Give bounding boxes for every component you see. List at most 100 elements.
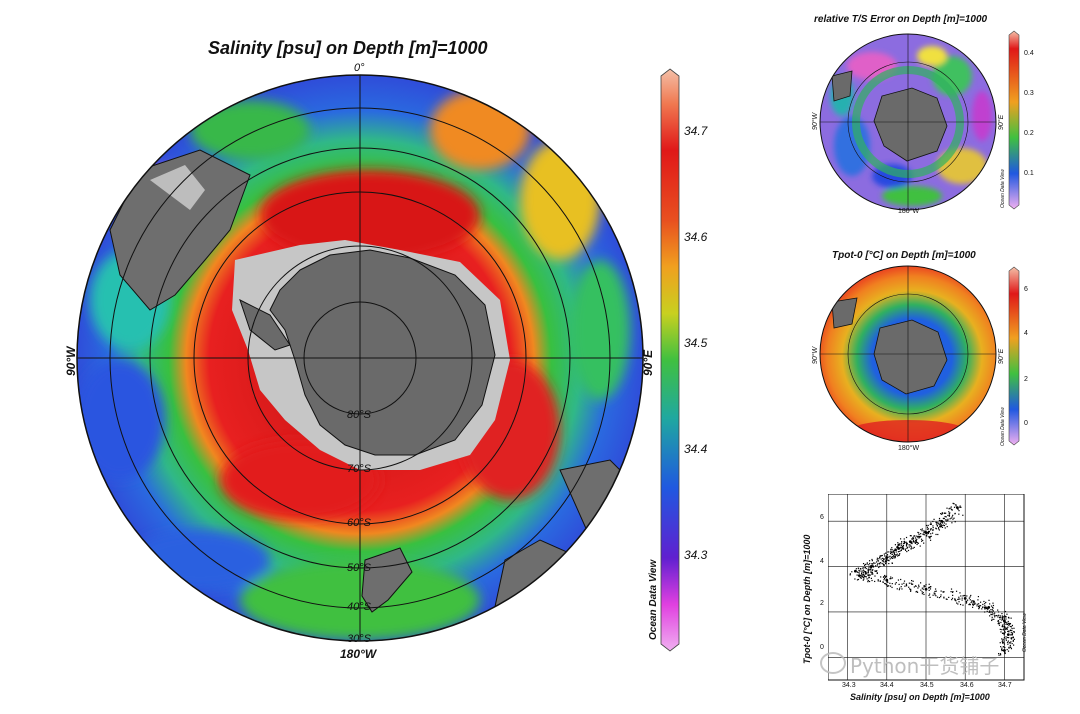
- scatter-point: [1001, 618, 1004, 620]
- scatter-point: [984, 605, 986, 607]
- scatter-point: [863, 567, 865, 569]
- scatter-point: [923, 534, 925, 536]
- scatter-point: [916, 542, 918, 544]
- scatter-point: [938, 529, 941, 531]
- scatter-point: [889, 555, 891, 557]
- scatter-point: [1005, 618, 1007, 620]
- scatter-point: [898, 554, 900, 556]
- scatter-point: [927, 531, 929, 533]
- scatter-point: [869, 574, 871, 576]
- scatter-point: [872, 569, 874, 571]
- scatter-point: [992, 610, 994, 612]
- scatter-point: [1002, 638, 1004, 640]
- scatter-point: [1013, 627, 1015, 629]
- scatter-point: [863, 570, 865, 572]
- scatter-point: [1009, 629, 1012, 631]
- scatter-point: [991, 619, 993, 622]
- scatter-point: [893, 555, 895, 558]
- scatter-point: [983, 600, 985, 603]
- scatter-point: [969, 603, 971, 605]
- scatter-point: [903, 582, 905, 584]
- scatter-point: [876, 564, 878, 566]
- scatter-point: [943, 597, 945, 599]
- scatter-point-cold: [854, 569, 857, 573]
- scatter-point: [1002, 646, 1004, 648]
- scatter-point: [927, 528, 930, 530]
- scatter-point: [948, 515, 950, 517]
- scatter-point: [871, 560, 873, 562]
- scatter-point: [998, 652, 1000, 655]
- scatter-point: [1008, 647, 1010, 649]
- scatter-point: [967, 599, 969, 601]
- scatter-point: [857, 571, 859, 573]
- scatter-point: [930, 522, 932, 524]
- south-america-land: [109, 149, 251, 311]
- scatter-point: [896, 553, 898, 555]
- scatter-point: [941, 522, 943, 524]
- scatter-point: [976, 605, 978, 607]
- scatter-point: [1008, 624, 1010, 626]
- scatter-point: [915, 591, 917, 593]
- scatter-point: [941, 513, 943, 515]
- tpot-title: Tpot-0 [°C] on Depth [m]=1000: [832, 250, 976, 261]
- scatter-point: [886, 554, 889, 556]
- scatter-point: [862, 569, 864, 571]
- scatter-point: [869, 562, 871, 565]
- scatter-point: [970, 594, 972, 597]
- scatter-point: [898, 543, 900, 545]
- scatter-point: [921, 587, 923, 589]
- scatter-point: [1001, 649, 1003, 652]
- scatter-point: [951, 522, 953, 524]
- scatter-point: [939, 519, 941, 522]
- scatter-point: [880, 576, 882, 578]
- scatter-point: [999, 653, 1002, 655]
- scatter-point: [928, 530, 931, 533]
- scatter-point: [920, 540, 923, 542]
- scatter-point: [948, 513, 950, 515]
- scatter-point: [1001, 615, 1003, 617]
- scatter-point: [891, 551, 893, 553]
- main-map-title: Salinity [psu] on Depth [m]=1000: [208, 38, 488, 58]
- scatter-point: [1001, 648, 1003, 651]
- scatter-point: [1005, 616, 1007, 618]
- scatter-point: [861, 574, 864, 576]
- scatter-point: [1003, 637, 1006, 639]
- scatter-point: [961, 597, 963, 599]
- scatter-point: [944, 515, 946, 518]
- scatter-point: [987, 608, 989, 610]
- scatter-point: [1001, 624, 1004, 626]
- scatter-point: [998, 622, 1000, 625]
- scatter-point: [897, 545, 899, 547]
- scatter-point: [1008, 637, 1010, 639]
- scatter-point: [928, 583, 930, 585]
- scatter-point: [911, 538, 913, 540]
- scatter-point: [982, 606, 984, 608]
- scatter-point: [882, 563, 885, 565]
- scatter-point: [943, 522, 945, 524]
- scatter-point: [997, 611, 1000, 613]
- scatter-point: [891, 562, 894, 564]
- scatter-point: [988, 599, 990, 601]
- tpot-lon-left: 90°W: [812, 346, 819, 364]
- scatter-point: [936, 596, 939, 598]
- scatter-point: [883, 564, 885, 566]
- scatter-point: [958, 510, 960, 512]
- scatter-point: [977, 605, 980, 608]
- scatter-point: [903, 541, 905, 543]
- lon-label-top: 0°: [354, 62, 365, 74]
- tpot-map[interactable]: [812, 262, 1012, 452]
- scatter-point: [1001, 612, 1003, 615]
- ts-scatter-plot[interactable]: [828, 494, 1028, 684]
- scatter-point: [951, 516, 953, 518]
- scatter-point: [1003, 643, 1006, 645]
- scatter-point: [943, 596, 945, 598]
- scatter-point-warm: [940, 519, 944, 523]
- scatter-point: [890, 556, 892, 559]
- scatter-point: [881, 562, 883, 565]
- ts-error-map[interactable]: [812, 26, 1012, 226]
- scatter-point: [890, 550, 892, 552]
- scatter-point: [905, 541, 907, 543]
- scatter-point: [870, 577, 872, 579]
- scatter-point: [933, 518, 935, 520]
